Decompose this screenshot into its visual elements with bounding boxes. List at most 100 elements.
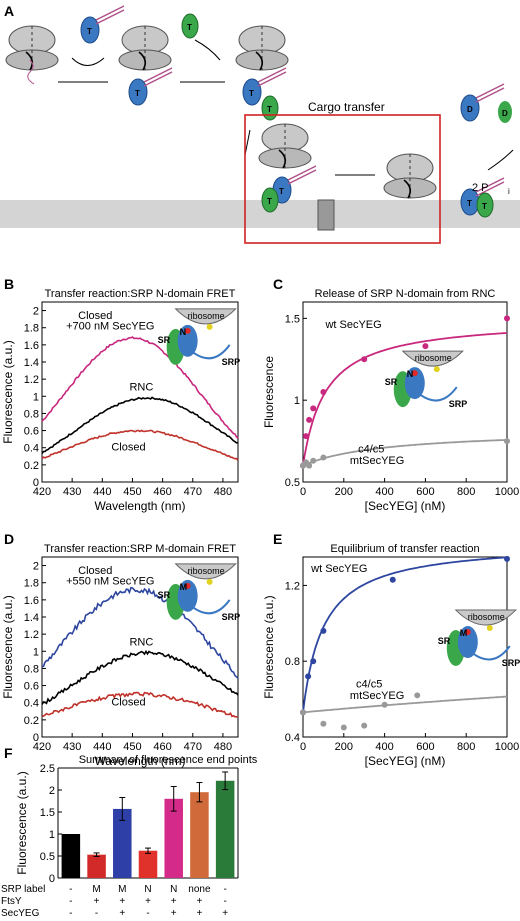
row-cell: + <box>171 896 177 907</box>
inset-ribosome <box>454 609 518 626</box>
inset-acceptor-dye <box>206 578 213 585</box>
nascent-chain <box>138 51 147 71</box>
srp-rna <box>143 67 173 87</box>
x-tick-label: 440 <box>93 486 111 498</box>
data-point <box>504 555 510 562</box>
srp-body <box>242 78 262 106</box>
x-tick-label: 460 <box>153 486 171 498</box>
srp-body <box>80 16 100 44</box>
spectrum-line-2 <box>41 396 238 454</box>
y-tick-label: 0.5 <box>285 477 300 489</box>
inset-srp-linker <box>420 386 458 402</box>
row-cell: + <box>119 896 125 907</box>
inset-ribosome-label: ribosome <box>188 566 225 576</box>
sr-body <box>476 192 494 218</box>
gdp-label-sr: D <box>502 109 508 118</box>
x-tick-label: 450 <box>123 741 141 753</box>
inset-srp-linker <box>193 599 231 615</box>
inset-acceptor-dye <box>433 366 440 373</box>
fit-curve-1 <box>302 332 508 466</box>
bar <box>87 854 106 878</box>
y-tick-label: 0.6 <box>24 426 39 438</box>
inset-srp-body <box>404 367 425 400</box>
y-tick-label: 0.2 <box>24 715 39 727</box>
row-cell: - <box>69 896 72 907</box>
srp-body <box>460 94 480 122</box>
gtp-label: T <box>482 202 487 211</box>
arrow-gtp <box>487 149 514 171</box>
row-cell: - <box>95 908 98 919</box>
bar <box>215 780 235 878</box>
chart-F: 0 0.5 1 1.5 2 2.5 Summary of fluorescence end … <box>1 754 258 919</box>
gtp-label: T <box>267 197 272 206</box>
chart-title: Summary of fluorescence end points <box>79 754 258 766</box>
y-tick-label: 1.4 <box>24 612 39 624</box>
spectrum-line-3 <box>41 691 239 718</box>
x-tick-label: 460 <box>153 741 171 753</box>
y-tick-label: 0 <box>49 873 55 885</box>
ribosome-3 <box>235 25 289 71</box>
inset-srp-label: SRP <box>222 612 241 622</box>
inset-donor-dye <box>464 629 471 636</box>
pi-subscript: i <box>508 187 510 196</box>
data-point <box>320 720 327 727</box>
sr-molecule: T <box>476 192 494 218</box>
x-axis-label: [SecYEG] (nM) <box>365 754 446 768</box>
ribosome-2 <box>118 25 172 71</box>
chart-title: Release of SRP N-domain from RNC <box>315 288 496 300</box>
gtp-label: T <box>279 187 284 196</box>
inset-domain-label: N <box>180 327 187 337</box>
x-tick-label: 200 <box>335 741 353 753</box>
inset-schematic: ribosome SR SRP M <box>158 563 241 622</box>
y-tick-label: 1 <box>294 395 300 407</box>
x-tick-label: 430 <box>63 741 81 753</box>
sr-molecule: T <box>181 13 199 39</box>
y-tick-label: 2 <box>33 306 39 318</box>
y-tick-label: 1.2 <box>24 374 39 386</box>
bar <box>113 808 132 878</box>
x-tick-label: 800 <box>457 741 475 753</box>
y-tick-label: 1.5 <box>40 807 55 819</box>
data-point <box>361 722 368 729</box>
data-point <box>414 692 421 699</box>
arrow-1 <box>71 57 105 66</box>
inset-schematic: ribosome SR SRP N <box>158 308 240 367</box>
x-tick-label: 0 <box>300 486 306 498</box>
x-axis-label: Wavelength (nm) <box>95 754 186 768</box>
series-label-1: wt SecYEG <box>324 319 381 331</box>
inset-srp-body <box>177 324 198 357</box>
data-point <box>381 701 388 708</box>
y-tick-label: 0.8 <box>24 663 39 675</box>
sr-body <box>181 13 199 39</box>
y-axis-label: Fluorescence <box>262 356 276 428</box>
plot-frame <box>302 301 508 483</box>
series-label-1: Closed <box>78 565 112 577</box>
inset-domain-label: M <box>180 582 188 592</box>
sr-molecule: T <box>261 95 279 121</box>
cargo-transfer-box <box>244 114 441 244</box>
row-cell: + <box>171 908 177 919</box>
data-point <box>303 433 310 440</box>
series-label-2: c4/c5 <box>356 679 382 691</box>
y-tick-label: 2 <box>33 561 39 573</box>
inset-domain-label: M <box>460 628 468 638</box>
inset-srp-label: SRP <box>502 658 520 668</box>
row-cell: - <box>223 896 226 907</box>
x-tick-label: 800 <box>457 486 475 498</box>
y-axis-label: Fluorescence (a.u.) <box>262 595 276 698</box>
series-label-2: RNC <box>129 636 153 648</box>
srp-rna <box>95 5 125 25</box>
data-point <box>340 724 347 731</box>
cargo-transfer-label: Cargo transfer <box>308 100 385 114</box>
panel-letter-B: B <box>4 276 14 292</box>
x-axis-label: [SecYEG] (nM) <box>365 499 446 513</box>
chart-C: 0 200 400 600 800 1000 0.5 1 1.5 Release of SRP N… <box>262 288 519 513</box>
row-cell: + <box>94 896 100 907</box>
data-point <box>320 627 327 634</box>
y-tick-label: 0.4 <box>24 443 39 455</box>
x-tick-label: 0 <box>300 741 306 753</box>
y-tick-label: 1.4 <box>24 357 39 369</box>
inset-srp-linker <box>473 645 511 661</box>
row-label: FtsY <box>1 896 22 907</box>
series-label-1b: +700 nM SecYEG <box>66 320 154 332</box>
